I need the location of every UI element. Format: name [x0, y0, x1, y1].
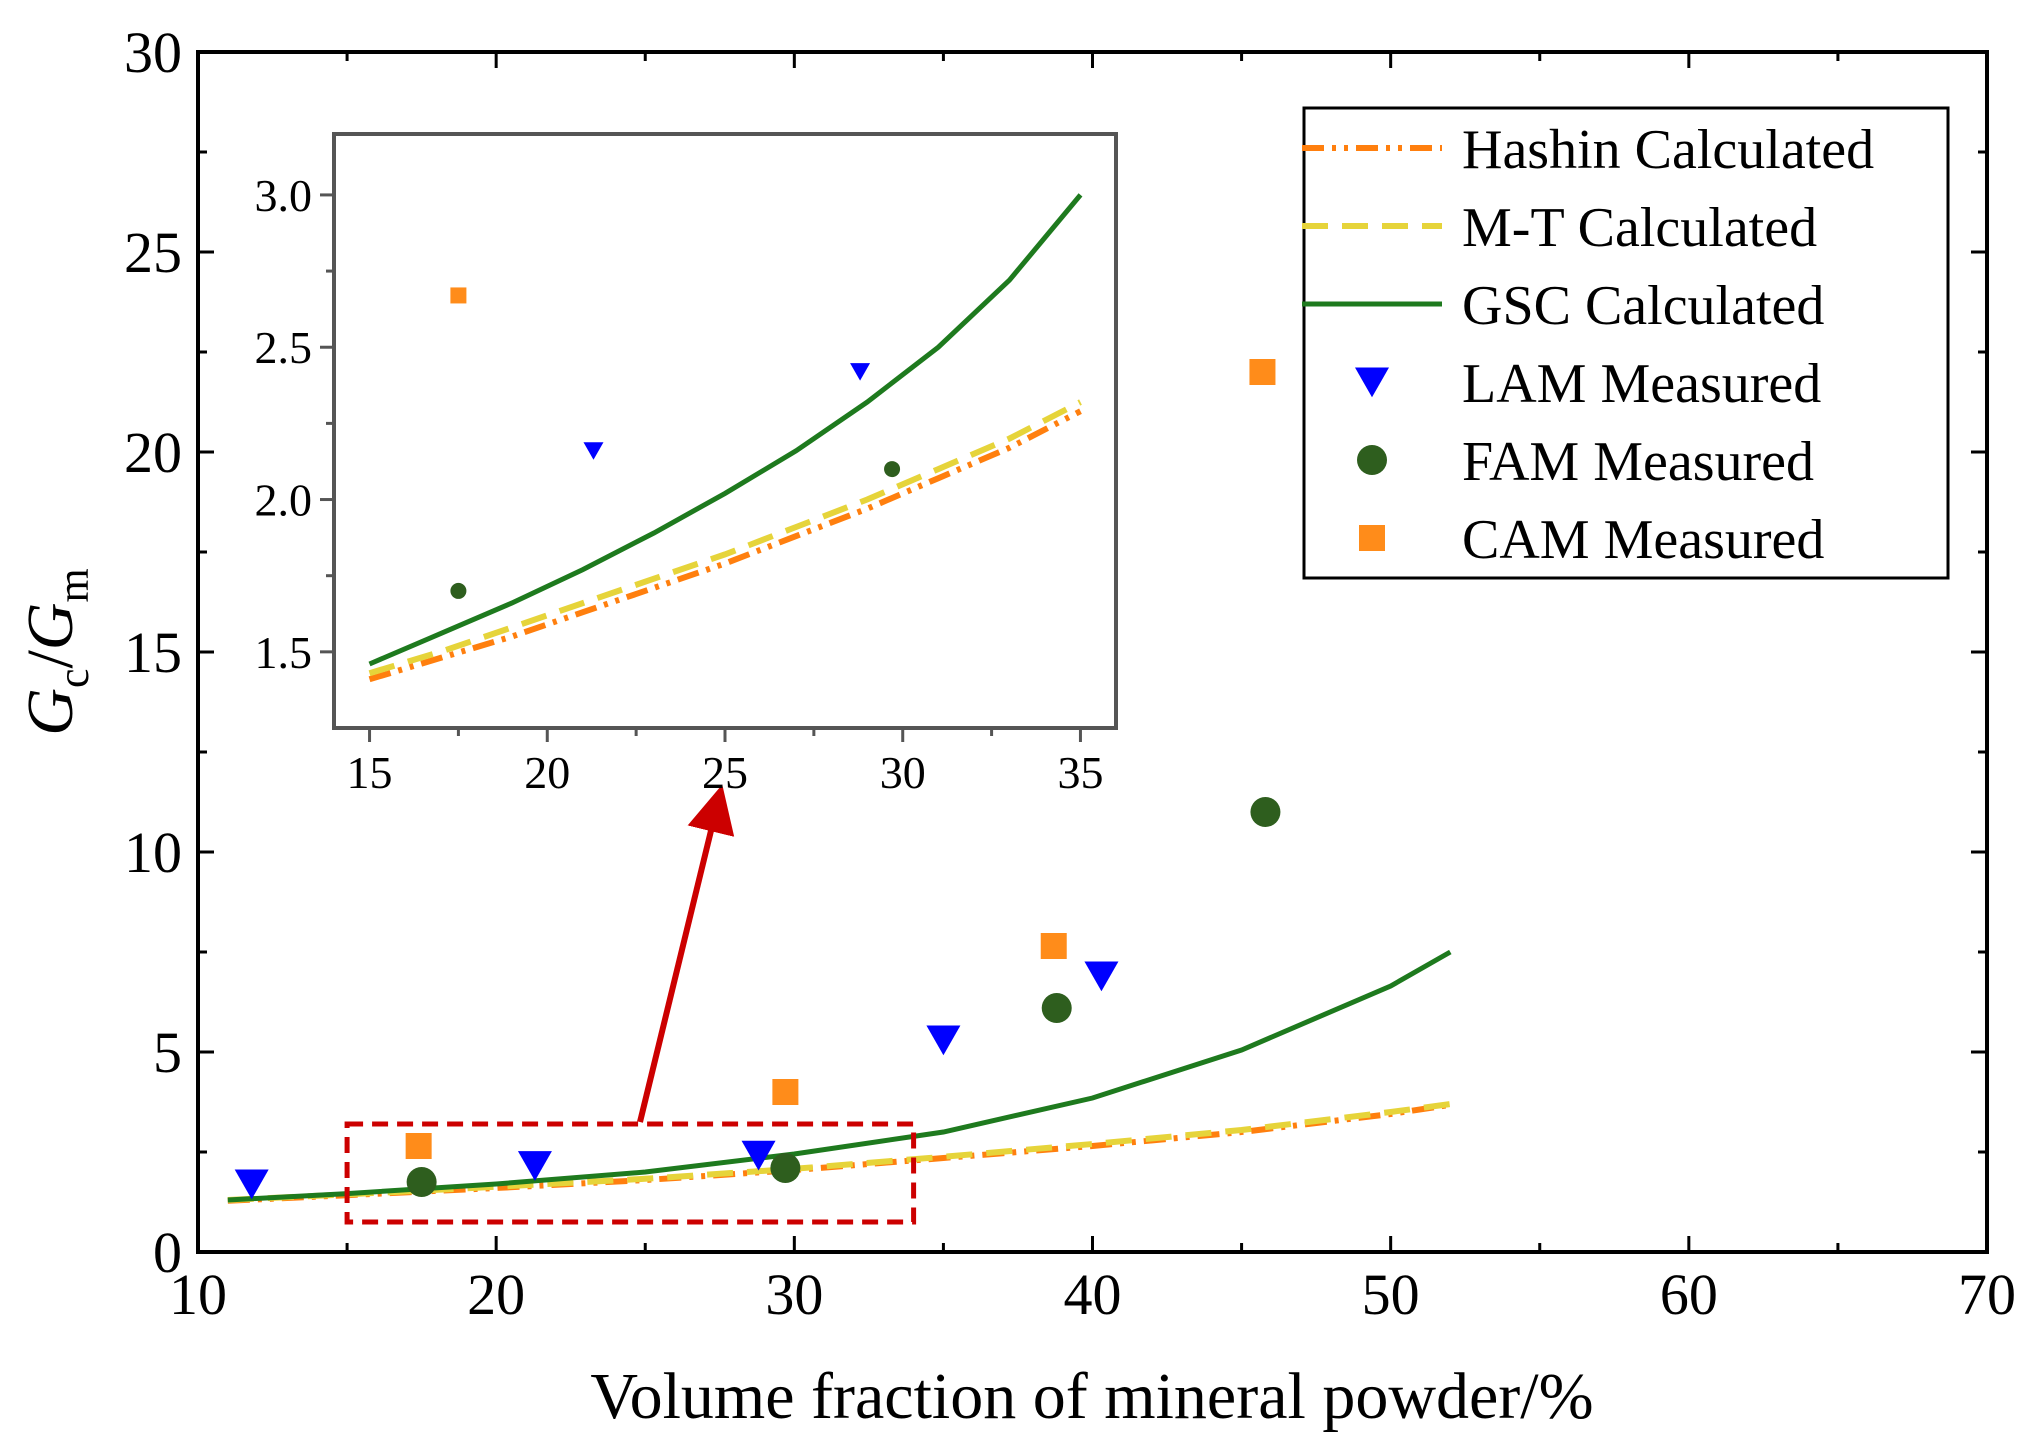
inset-chart: 15 20 25 30 35 1.5 2.0 2.5 3.0 — [255, 132, 1118, 798]
fam-measured-point — [406, 1167, 437, 1197]
zoom-callout — [344, 784, 917, 1225]
inset-y-tick-label: 2.5 — [255, 322, 313, 373]
cam-measured-point — [772, 1079, 799, 1105]
legend-item-lam-measured: LAM Measured — [1355, 353, 1821, 415]
zoom-region-box — [344, 1121, 917, 1225]
inset-x-tick-label: 15 — [347, 747, 393, 798]
inset-fam-measured-point — [450, 582, 467, 599]
main-data-layer — [227, 359, 1452, 1204]
inset-data-layer — [368, 193, 1083, 683]
y-axis-title: Gc/Gm — [14, 568, 98, 735]
y-tick-label: 10 — [124, 820, 182, 885]
legend-item-m-t-calculated: M-T Calculated — [1302, 197, 1817, 259]
legend-item-gsc-calculated: GSC Calculated — [1302, 275, 1824, 337]
x-tick-label: 40 — [1064, 1262, 1122, 1327]
y-tick-label: 0 — [153, 1220, 182, 1285]
main-axis-ticks: 10 20 30 40 50 60 70 0 5 10 15 20 25 30 — [124, 20, 2016, 1327]
inset-fam-measured-point — [884, 461, 901, 478]
cam-measured-point — [1040, 933, 1067, 959]
y-tick-label: 30 — [124, 20, 182, 85]
legend-label: GSC Calculated — [1462, 275, 1824, 337]
inset-y-tick-label: 1.5 — [255, 627, 313, 678]
inset-cam-measured-point — [450, 287, 467, 304]
fam-measured-point — [1041, 993, 1072, 1023]
lam-measured-point — [517, 1151, 552, 1181]
x-tick-label: 20 — [467, 1262, 525, 1327]
inset-lam-measured-point — [583, 442, 604, 460]
inset-frame — [332, 132, 1118, 730]
legend: Hashin Calculated M-T Calculated GSC Calcu… — [1302, 106, 1950, 580]
legend-swatch — [1355, 367, 1389, 398]
inset-m-t-calculated-line — [368, 399, 1082, 677]
legend-item-cam-measured: CAM Measured — [1359, 509, 1824, 571]
y-tick-label: 5 — [153, 1020, 182, 1085]
legend-label: M-T Calculated — [1462, 197, 1817, 259]
legend-item-fam-measured: FAM Measured — [1357, 431, 1814, 493]
inset-gsc-calculated-line — [368, 193, 1083, 667]
inset-axis-ticks: 15 20 25 30 35 1.5 2.0 2.5 3.0 — [255, 170, 1104, 798]
inset-background — [334, 134, 1116, 728]
x-tick-label: 50 — [1362, 1262, 1420, 1327]
lam-measured-point — [926, 1025, 961, 1056]
y-tick-label: 25 — [124, 220, 182, 285]
lam-measured-point — [741, 1140, 776, 1171]
zoom-arrow — [637, 784, 735, 1123]
lam-measured-point — [1084, 961, 1119, 992]
inset-x-tick-label: 20 — [524, 747, 570, 798]
legend-label: CAM Measured — [1462, 509, 1824, 571]
legend-label: FAM Measured — [1462, 431, 1814, 493]
legend-label: Hashin Calculated — [1462, 119, 1874, 181]
inset-y-tick-label: 2.0 — [255, 475, 313, 526]
x-tick-label: 30 — [765, 1262, 823, 1327]
m-t-calculated-line — [227, 1101, 1451, 1203]
x-axis-title: Volume fraction of mineral powder/% — [590, 1360, 1593, 1433]
fam-measured-point — [1250, 797, 1281, 827]
inset-lam-measured-point — [850, 363, 871, 381]
lam-measured-point — [234, 1169, 269, 1200]
cam-measured-point — [1249, 359, 1276, 385]
fam-measured-point — [770, 1153, 801, 1183]
x-tick-label: 70 — [1958, 1262, 2016, 1327]
legend-label: LAM Measured — [1462, 353, 1821, 415]
y-tick-label: 15 — [124, 620, 182, 685]
cam-measured-point — [405, 1133, 432, 1159]
inset-hashin-calculated-line — [368, 408, 1082, 683]
x-tick-label: 10 — [169, 1262, 227, 1327]
legend-swatch — [1359, 525, 1385, 551]
legend-item-hashin-calculated: Hashin Calculated — [1302, 119, 1874, 181]
inset-y-tick-label: 3.0 — [255, 170, 313, 221]
inset-x-tick-label: 35 — [1057, 747, 1103, 798]
legend-swatch — [1357, 445, 1387, 475]
x-tick-label: 60 — [1660, 1262, 1718, 1327]
inset-x-tick-label: 25 — [702, 747, 748, 798]
inset-x-tick-label: 30 — [880, 747, 926, 798]
y-tick-label: 20 — [124, 420, 182, 485]
legend-box — [1302, 106, 1950, 580]
